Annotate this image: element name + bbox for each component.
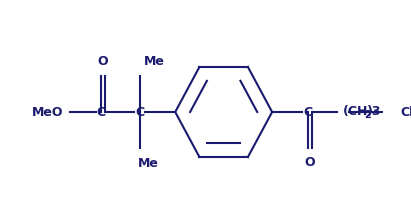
Text: Cl: Cl <box>401 105 411 118</box>
Text: O: O <box>304 156 315 169</box>
Text: (CH: (CH <box>343 105 368 118</box>
Text: C: C <box>303 105 312 118</box>
Text: C: C <box>96 105 105 118</box>
Text: C: C <box>135 105 144 118</box>
Text: Me: Me <box>143 55 164 68</box>
Text: 2: 2 <box>365 110 371 120</box>
Text: MeO: MeO <box>32 105 63 118</box>
Text: )3: )3 <box>367 105 382 118</box>
Text: Me: Me <box>138 157 159 170</box>
Text: O: O <box>97 55 108 68</box>
